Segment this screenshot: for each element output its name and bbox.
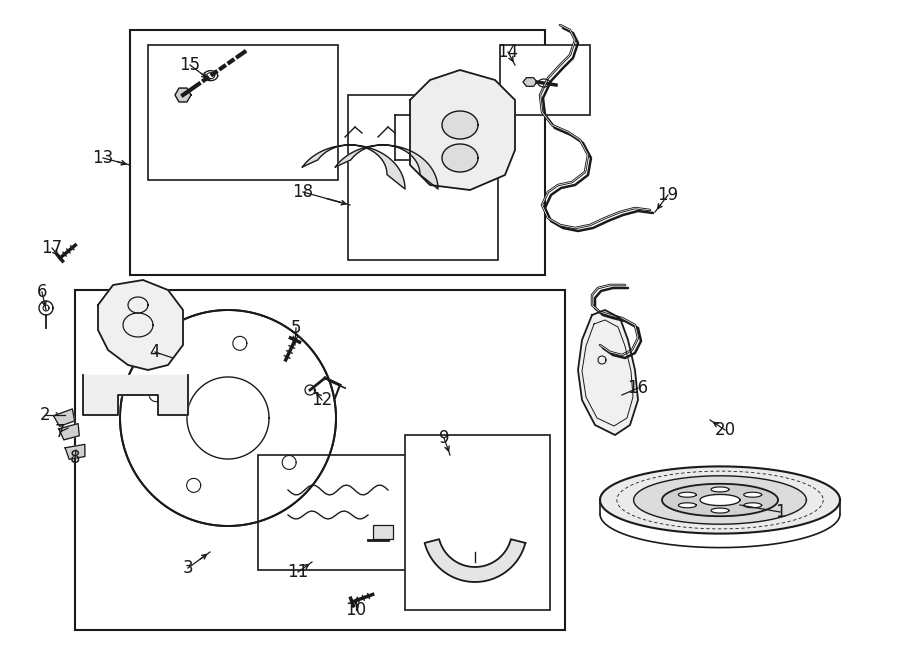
Bar xyxy=(258,455,413,570)
Polygon shape xyxy=(336,145,438,189)
Polygon shape xyxy=(578,310,638,435)
Polygon shape xyxy=(711,508,729,513)
Polygon shape xyxy=(410,70,515,190)
Polygon shape xyxy=(54,409,75,426)
Polygon shape xyxy=(425,540,526,582)
Bar xyxy=(75,290,565,630)
Bar xyxy=(373,525,393,539)
Text: 5: 5 xyxy=(291,319,302,337)
Text: 13: 13 xyxy=(93,149,113,167)
Polygon shape xyxy=(679,502,697,508)
Text: 6: 6 xyxy=(37,283,47,301)
Text: 18: 18 xyxy=(292,183,313,201)
Bar xyxy=(500,45,590,115)
Polygon shape xyxy=(65,444,85,459)
Polygon shape xyxy=(700,495,740,506)
Polygon shape xyxy=(634,476,806,524)
Polygon shape xyxy=(98,280,183,370)
Text: 20: 20 xyxy=(715,421,735,439)
Text: 17: 17 xyxy=(41,239,63,257)
Text: 9: 9 xyxy=(439,429,449,447)
Text: 19: 19 xyxy=(657,186,679,204)
Polygon shape xyxy=(442,144,478,172)
Polygon shape xyxy=(58,424,79,440)
Text: 11: 11 xyxy=(287,563,309,581)
Text: 16: 16 xyxy=(627,379,649,397)
Bar xyxy=(130,30,545,275)
Bar xyxy=(405,435,550,610)
Polygon shape xyxy=(175,88,191,102)
Polygon shape xyxy=(600,467,840,534)
Text: 4: 4 xyxy=(149,343,160,361)
Polygon shape xyxy=(743,493,761,497)
Polygon shape xyxy=(743,502,761,508)
Polygon shape xyxy=(662,484,778,516)
Text: 15: 15 xyxy=(179,56,201,74)
Text: 1: 1 xyxy=(775,503,786,521)
Bar xyxy=(348,95,498,260)
Text: 8: 8 xyxy=(70,449,80,467)
Polygon shape xyxy=(523,77,537,86)
Polygon shape xyxy=(83,375,188,415)
Text: 3: 3 xyxy=(183,559,194,577)
Polygon shape xyxy=(679,493,697,497)
Text: 2: 2 xyxy=(40,406,50,424)
Bar xyxy=(148,45,338,180)
Polygon shape xyxy=(711,487,729,492)
Text: 10: 10 xyxy=(346,601,366,619)
Polygon shape xyxy=(302,145,405,189)
Text: 14: 14 xyxy=(498,43,518,61)
Text: 12: 12 xyxy=(311,391,333,409)
Polygon shape xyxy=(442,111,478,139)
Text: 7: 7 xyxy=(55,423,65,441)
